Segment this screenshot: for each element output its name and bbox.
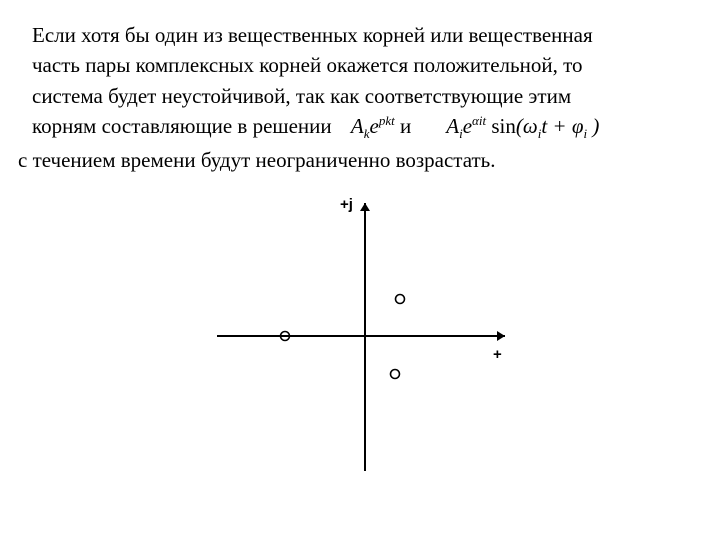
formula-1: Akepkt [337, 113, 395, 142]
text-line-3: система будет неустойчивой, так как соот… [18, 83, 702, 109]
text-line-4: корням составляющие в решении Akepkt и A… [18, 113, 702, 143]
svg-text:+j: +j [340, 196, 353, 213]
complex-plane-chart: +j + [18, 191, 702, 487]
text-line-5: с течением времени будут неограниченно в… [18, 147, 702, 173]
chart-svg: +j + [195, 191, 525, 481]
svg-text:+: + [493, 346, 502, 363]
text-line-2: часть пары комплексных корней окажется п… [18, 52, 702, 78]
line4-prefix: корням составляющие в решении [32, 114, 337, 138]
formula-2: Aieαit sin(ωit + φi ) [432, 113, 599, 142]
conjunction: и [400, 114, 417, 138]
text-line-1: Если хотя бы один из вещественных корней… [18, 22, 702, 48]
